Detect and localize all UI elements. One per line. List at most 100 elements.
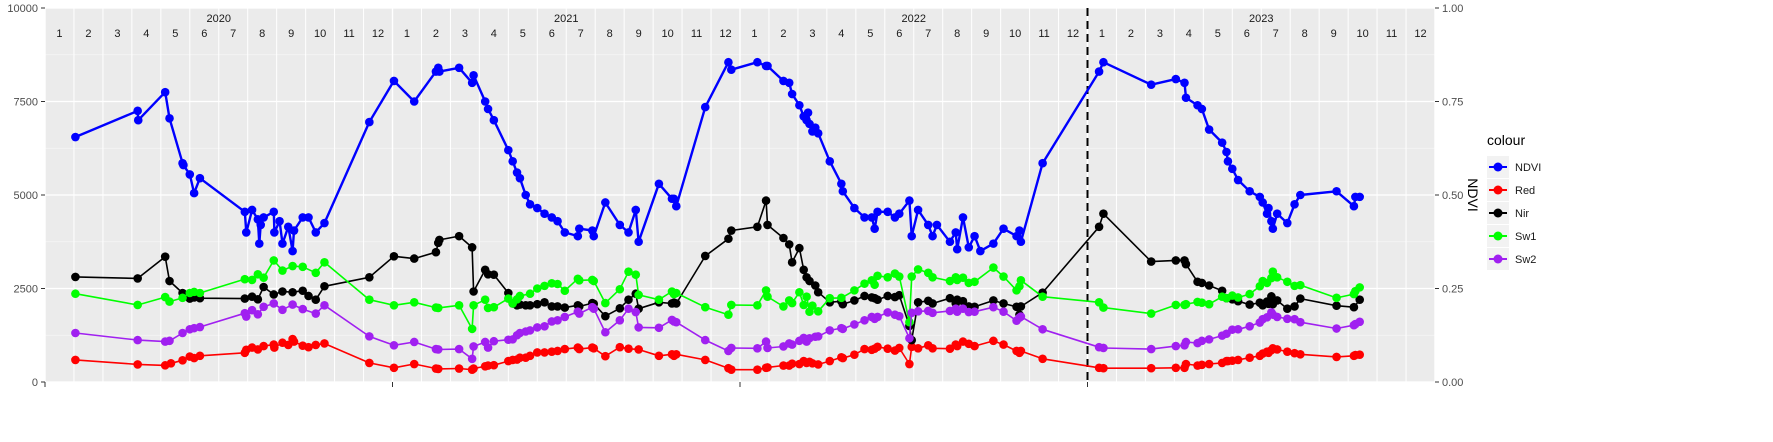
data-point-sw2 bbox=[589, 304, 599, 313]
data-point-ndvi bbox=[700, 102, 710, 112]
month-label: 2 bbox=[780, 28, 786, 40]
data-point-red bbox=[1038, 354, 1047, 364]
data-point-sw1 bbox=[850, 286, 859, 295]
data-point-sw2 bbox=[389, 341, 399, 350]
data-point-nir bbox=[1217, 286, 1227, 296]
data-point-nir bbox=[1283, 304, 1292, 313]
legend-label: NDVI bbox=[1515, 162, 1541, 174]
data-point-red bbox=[270, 343, 279, 352]
month-label: 6 bbox=[1244, 28, 1250, 40]
data-point-sw2 bbox=[1146, 344, 1156, 354]
data-point-ndvi bbox=[601, 198, 610, 207]
month-label: 12 bbox=[719, 28, 731, 40]
data-point-red bbox=[195, 351, 205, 361]
data-point-ndvi bbox=[952, 244, 962, 254]
data-point-sw2 bbox=[489, 336, 499, 346]
data-point-ndvi bbox=[165, 114, 174, 123]
data-point-sw1 bbox=[1283, 277, 1292, 287]
year-label: 2023 bbox=[1249, 13, 1273, 25]
data-point-nir bbox=[1290, 302, 1299, 311]
data-point-sw1 bbox=[269, 256, 279, 265]
data-point-sw2 bbox=[1171, 341, 1181, 351]
data-point-sw1 bbox=[178, 293, 187, 303]
data-point-sw2 bbox=[365, 332, 374, 341]
data-point-sw1 bbox=[589, 276, 599, 286]
data-point-ndvi bbox=[928, 231, 937, 241]
data-point-red bbox=[1204, 359, 1214, 369]
data-point-sw2 bbox=[700, 335, 710, 345]
month-label: 8 bbox=[607, 28, 613, 40]
month-label: 10 bbox=[314, 28, 326, 40]
data-point-nir bbox=[763, 220, 772, 230]
legend-item-nir: Nir bbox=[1487, 202, 1529, 224]
month-label: 6 bbox=[896, 28, 902, 40]
data-point-ndvi bbox=[1283, 218, 1292, 228]
data-point-red bbox=[365, 358, 374, 368]
data-point-sw2 bbox=[787, 340, 797, 349]
legend-key-point bbox=[1493, 231, 1503, 241]
data-point-sw1 bbox=[631, 270, 641, 279]
data-point-red bbox=[133, 360, 142, 369]
data-point-sw1 bbox=[320, 258, 329, 267]
data-point-ndvi bbox=[532, 203, 542, 213]
data-point-nir bbox=[133, 274, 142, 283]
data-point-ndvi bbox=[288, 246, 297, 256]
month-label: 1 bbox=[1099, 28, 1105, 40]
data-point-sw1 bbox=[1146, 309, 1156, 318]
data-point-nir bbox=[779, 233, 788, 243]
data-point-sw1 bbox=[71, 289, 80, 299]
data-point-ndvi bbox=[133, 115, 143, 125]
data-point-red bbox=[1171, 363, 1181, 373]
data-point-nir bbox=[288, 287, 297, 297]
data-point-red bbox=[1016, 346, 1026, 356]
series bbox=[71, 57, 1365, 374]
data-point-red bbox=[970, 341, 979, 351]
data-point-sw1 bbox=[799, 300, 809, 310]
data-point-red bbox=[1296, 350, 1305, 359]
data-point-ndvi bbox=[850, 203, 859, 213]
data-point-sw1 bbox=[624, 267, 633, 276]
data-point-ndvi bbox=[1099, 57, 1108, 67]
data-point-sw1 bbox=[870, 280, 879, 290]
data-point-ndvi bbox=[1332, 186, 1341, 196]
data-point-red bbox=[1272, 345, 1282, 354]
data-point-nir bbox=[894, 290, 904, 300]
data-point-ndvi bbox=[160, 87, 170, 97]
data-point-sw2 bbox=[560, 312, 570, 322]
data-point-nir bbox=[805, 276, 814, 286]
data-point-ndvi bbox=[631, 205, 641, 215]
data-point-red bbox=[671, 350, 681, 359]
data-point-nir bbox=[850, 296, 859, 305]
data-point-ndvi bbox=[671, 201, 681, 211]
month-label: 8 bbox=[1302, 28, 1308, 40]
data-point-sw2 bbox=[1296, 317, 1305, 327]
data-point-ndvi bbox=[1245, 186, 1254, 196]
data-point-sw1 bbox=[999, 272, 1008, 281]
data-point-ndvi bbox=[275, 216, 284, 226]
data-point-red bbox=[753, 365, 762, 374]
data-point-sw2 bbox=[1197, 336, 1207, 346]
month-label: 11 bbox=[691, 28, 702, 40]
data-point-sw1 bbox=[480, 295, 490, 305]
data-point-sw1 bbox=[311, 268, 321, 278]
data-point-red bbox=[489, 360, 499, 370]
data-point-ndvi bbox=[813, 128, 823, 138]
month-label: 5 bbox=[867, 28, 873, 40]
month-label: 4 bbox=[838, 28, 844, 40]
data-point-nir bbox=[469, 287, 478, 296]
data-point-ndvi bbox=[278, 239, 287, 248]
month-label: 7 bbox=[578, 28, 584, 40]
data-point-sw2 bbox=[894, 311, 904, 321]
data-point-sw2 bbox=[634, 323, 643, 332]
y-axis-left-tick-label: 7500 bbox=[14, 97, 38, 109]
data-point-ndvi bbox=[1204, 125, 1214, 134]
data-point-sw1 bbox=[240, 274, 250, 284]
data-point-sw1 bbox=[247, 275, 257, 285]
data-point-sw1 bbox=[1204, 299, 1214, 309]
data-point-nir bbox=[883, 291, 892, 301]
data-point-ndvi bbox=[825, 157, 835, 166]
data-point-ndvi bbox=[185, 170, 195, 179]
data-point-ndvi bbox=[311, 228, 321, 237]
data-point-red bbox=[1181, 359, 1191, 369]
month-label: 5 bbox=[172, 28, 178, 40]
